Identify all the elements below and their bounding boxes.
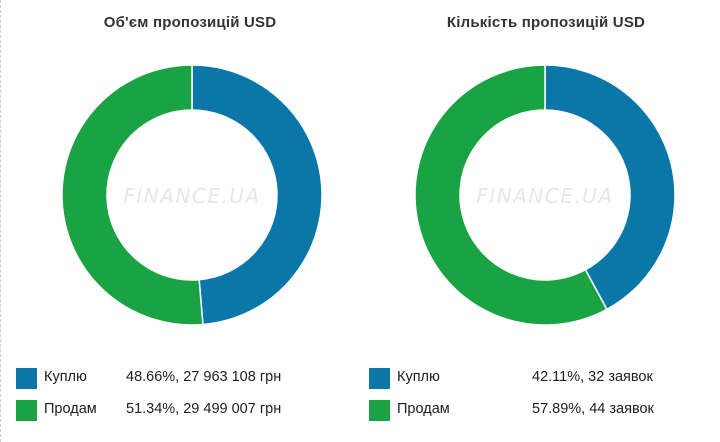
donut-chart-count: FINANCE.UA: [414, 64, 676, 326]
legend-label-sell: Продам: [397, 401, 450, 417]
legend-value-buy: 48.66%, 27 963 108 грн: [126, 369, 282, 385]
watermark-logo: FINANCE.UA: [476, 184, 613, 208]
left-border: [0, 0, 2, 442]
legend-swatch-buy: [369, 368, 390, 389]
donut-slice-buy: [191, 64, 323, 326]
donut-slice-sell: [414, 64, 608, 326]
legend-label-buy: Куплю: [44, 369, 87, 385]
legend-item-buy: Куплю 48.66%, 27 963 108 грн: [16, 368, 356, 400]
legend-swatch-sell: [369, 400, 390, 421]
legend-count: Куплю 42.11%, 32 заявок Продам 57.89%, 4…: [369, 368, 709, 432]
legend-swatch-sell: [16, 400, 37, 421]
chart-title-count: Кількість пропозицій USD: [446, 14, 646, 31]
legend-volume: Куплю 48.66%, 27 963 108 грн Продам 51.3…: [16, 368, 356, 432]
donut-chart-volume: FINANCE.UA: [61, 64, 323, 326]
legend-item-sell: Продам 51.34%, 29 499 007 грн: [16, 400, 356, 432]
legend-item-buy: Куплю 42.11%, 32 заявок: [369, 368, 709, 400]
legend-value-buy: 42.11%, 32 заявок: [532, 369, 653, 385]
chart-title-volume: Об'єм пропозицій USD: [103, 14, 277, 31]
legend-swatch-buy: [16, 368, 37, 389]
legend-label-buy: Куплю: [397, 369, 440, 385]
legend-value-sell: 57.89%, 44 заявок: [532, 401, 654, 417]
donut-slice-sell: [61, 64, 204, 326]
legend-label-sell: Продам: [44, 401, 97, 417]
legend-item-sell: Продам 57.89%, 44 заявок: [369, 400, 709, 432]
legend-value-sell: 51.34%, 29 499 007 грн: [126, 401, 282, 417]
watermark-logo: FINANCE.UA: [123, 184, 260, 208]
donut-slice-buy: [544, 64, 676, 311]
